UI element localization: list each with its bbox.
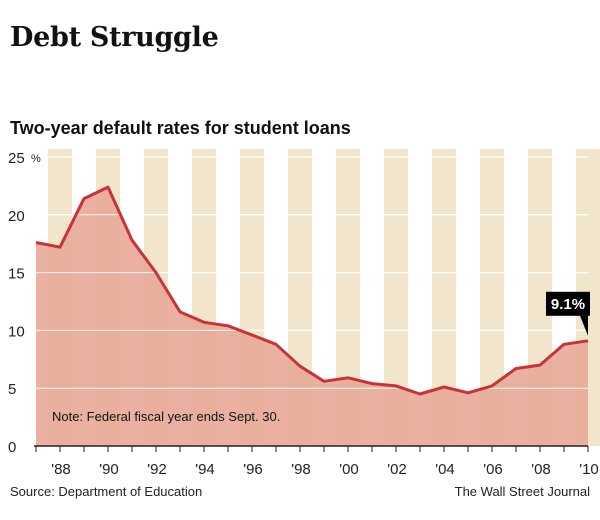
latest-value-callout: 9.1% <box>546 291 590 336</box>
x-tick-label: '00 <box>339 461 359 478</box>
chart-headline: Debt Struggle <box>10 22 219 53</box>
publisher-credit: The Wall Street Journal <box>454 484 590 499</box>
x-tick-label: '08 <box>531 461 551 478</box>
y-tick-label: 10 <box>8 323 25 340</box>
y-axis-labels: 0 5 10 15 20 25% <box>8 150 41 456</box>
x-tick-label: '88 <box>51 461 71 478</box>
default-rate-line <box>35 185 589 396</box>
y-tick-label: 5 <box>8 381 16 398</box>
x-axis <box>34 445 589 452</box>
default-rate-area <box>36 187 588 446</box>
y-tick-label: 0 <box>8 439 16 456</box>
y-tick-label: 25 <box>8 150 25 167</box>
x-tick-label: '92 <box>147 461 167 478</box>
y-tick-label: 20 <box>8 208 25 225</box>
x-tick-label: '10 <box>579 461 599 478</box>
callout-label: 9.1% <box>551 296 585 313</box>
x-tick-label: '02 <box>387 461 407 478</box>
y-tick-label: 15 <box>8 266 25 283</box>
fiscal-year-note: Note: Federal fiscal year ends Sept. 30. <box>52 409 280 424</box>
x-tick-label: '98 <box>291 461 311 478</box>
callout-pointer <box>580 315 588 336</box>
callout-box <box>546 291 590 316</box>
x-tick-label: '96 <box>243 461 263 478</box>
x-axis-labels: '88 '90 '92 '94 '96 '98 '00 '02 '04 '06 '08 '10 <box>51 461 599 478</box>
x-tick-label: '90 <box>99 461 119 478</box>
x-tick-label: '04 <box>435 461 455 478</box>
x-tick-label: '06 <box>483 461 503 478</box>
y-unit-label: % <box>31 153 41 165</box>
chart-subtitle: Two-year default rates for student loans <box>10 118 351 138</box>
source-note: Source: Department of Education <box>10 484 203 499</box>
gridlines-over-area <box>36 156 588 389</box>
x-tick-label: '94 <box>195 461 215 478</box>
